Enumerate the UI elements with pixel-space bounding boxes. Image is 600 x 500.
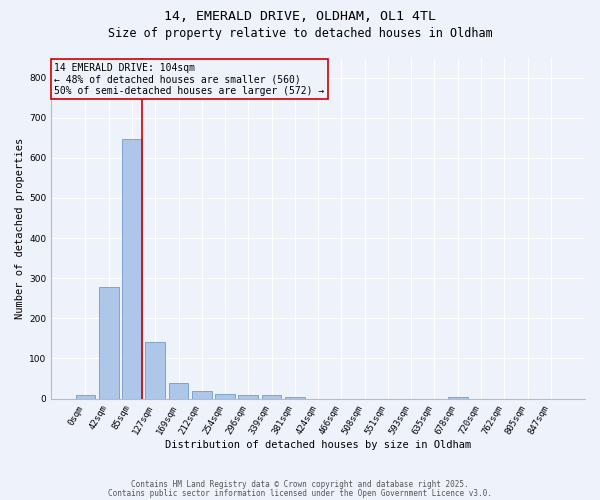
Text: Size of property relative to detached houses in Oldham: Size of property relative to detached ho… [107,28,493,40]
Bar [238,394,258,398]
Y-axis label: Number of detached properties: Number of detached properties [15,138,25,318]
Bar [285,396,305,398]
Text: Contains public sector information licensed under the Open Government Licence v3: Contains public sector information licen… [108,488,492,498]
Bar [122,138,142,398]
X-axis label: Distribution of detached houses by size in Oldham: Distribution of detached houses by size … [165,440,471,450]
Bar [145,342,165,398]
Bar [169,384,188,398]
Bar [262,396,281,398]
Text: 14, EMERALD DRIVE, OLDHAM, OL1 4TL: 14, EMERALD DRIVE, OLDHAM, OL1 4TL [164,10,436,23]
Bar [99,287,119,399]
Bar [215,394,235,398]
Text: Contains HM Land Registry data © Crown copyright and database right 2025.: Contains HM Land Registry data © Crown c… [131,480,469,489]
Bar [76,396,95,398]
Bar [192,392,212,398]
Text: 14 EMERALD DRIVE: 104sqm
← 48% of detached houses are smaller (560)
50% of semi-: 14 EMERALD DRIVE: 104sqm ← 48% of detach… [54,62,324,96]
